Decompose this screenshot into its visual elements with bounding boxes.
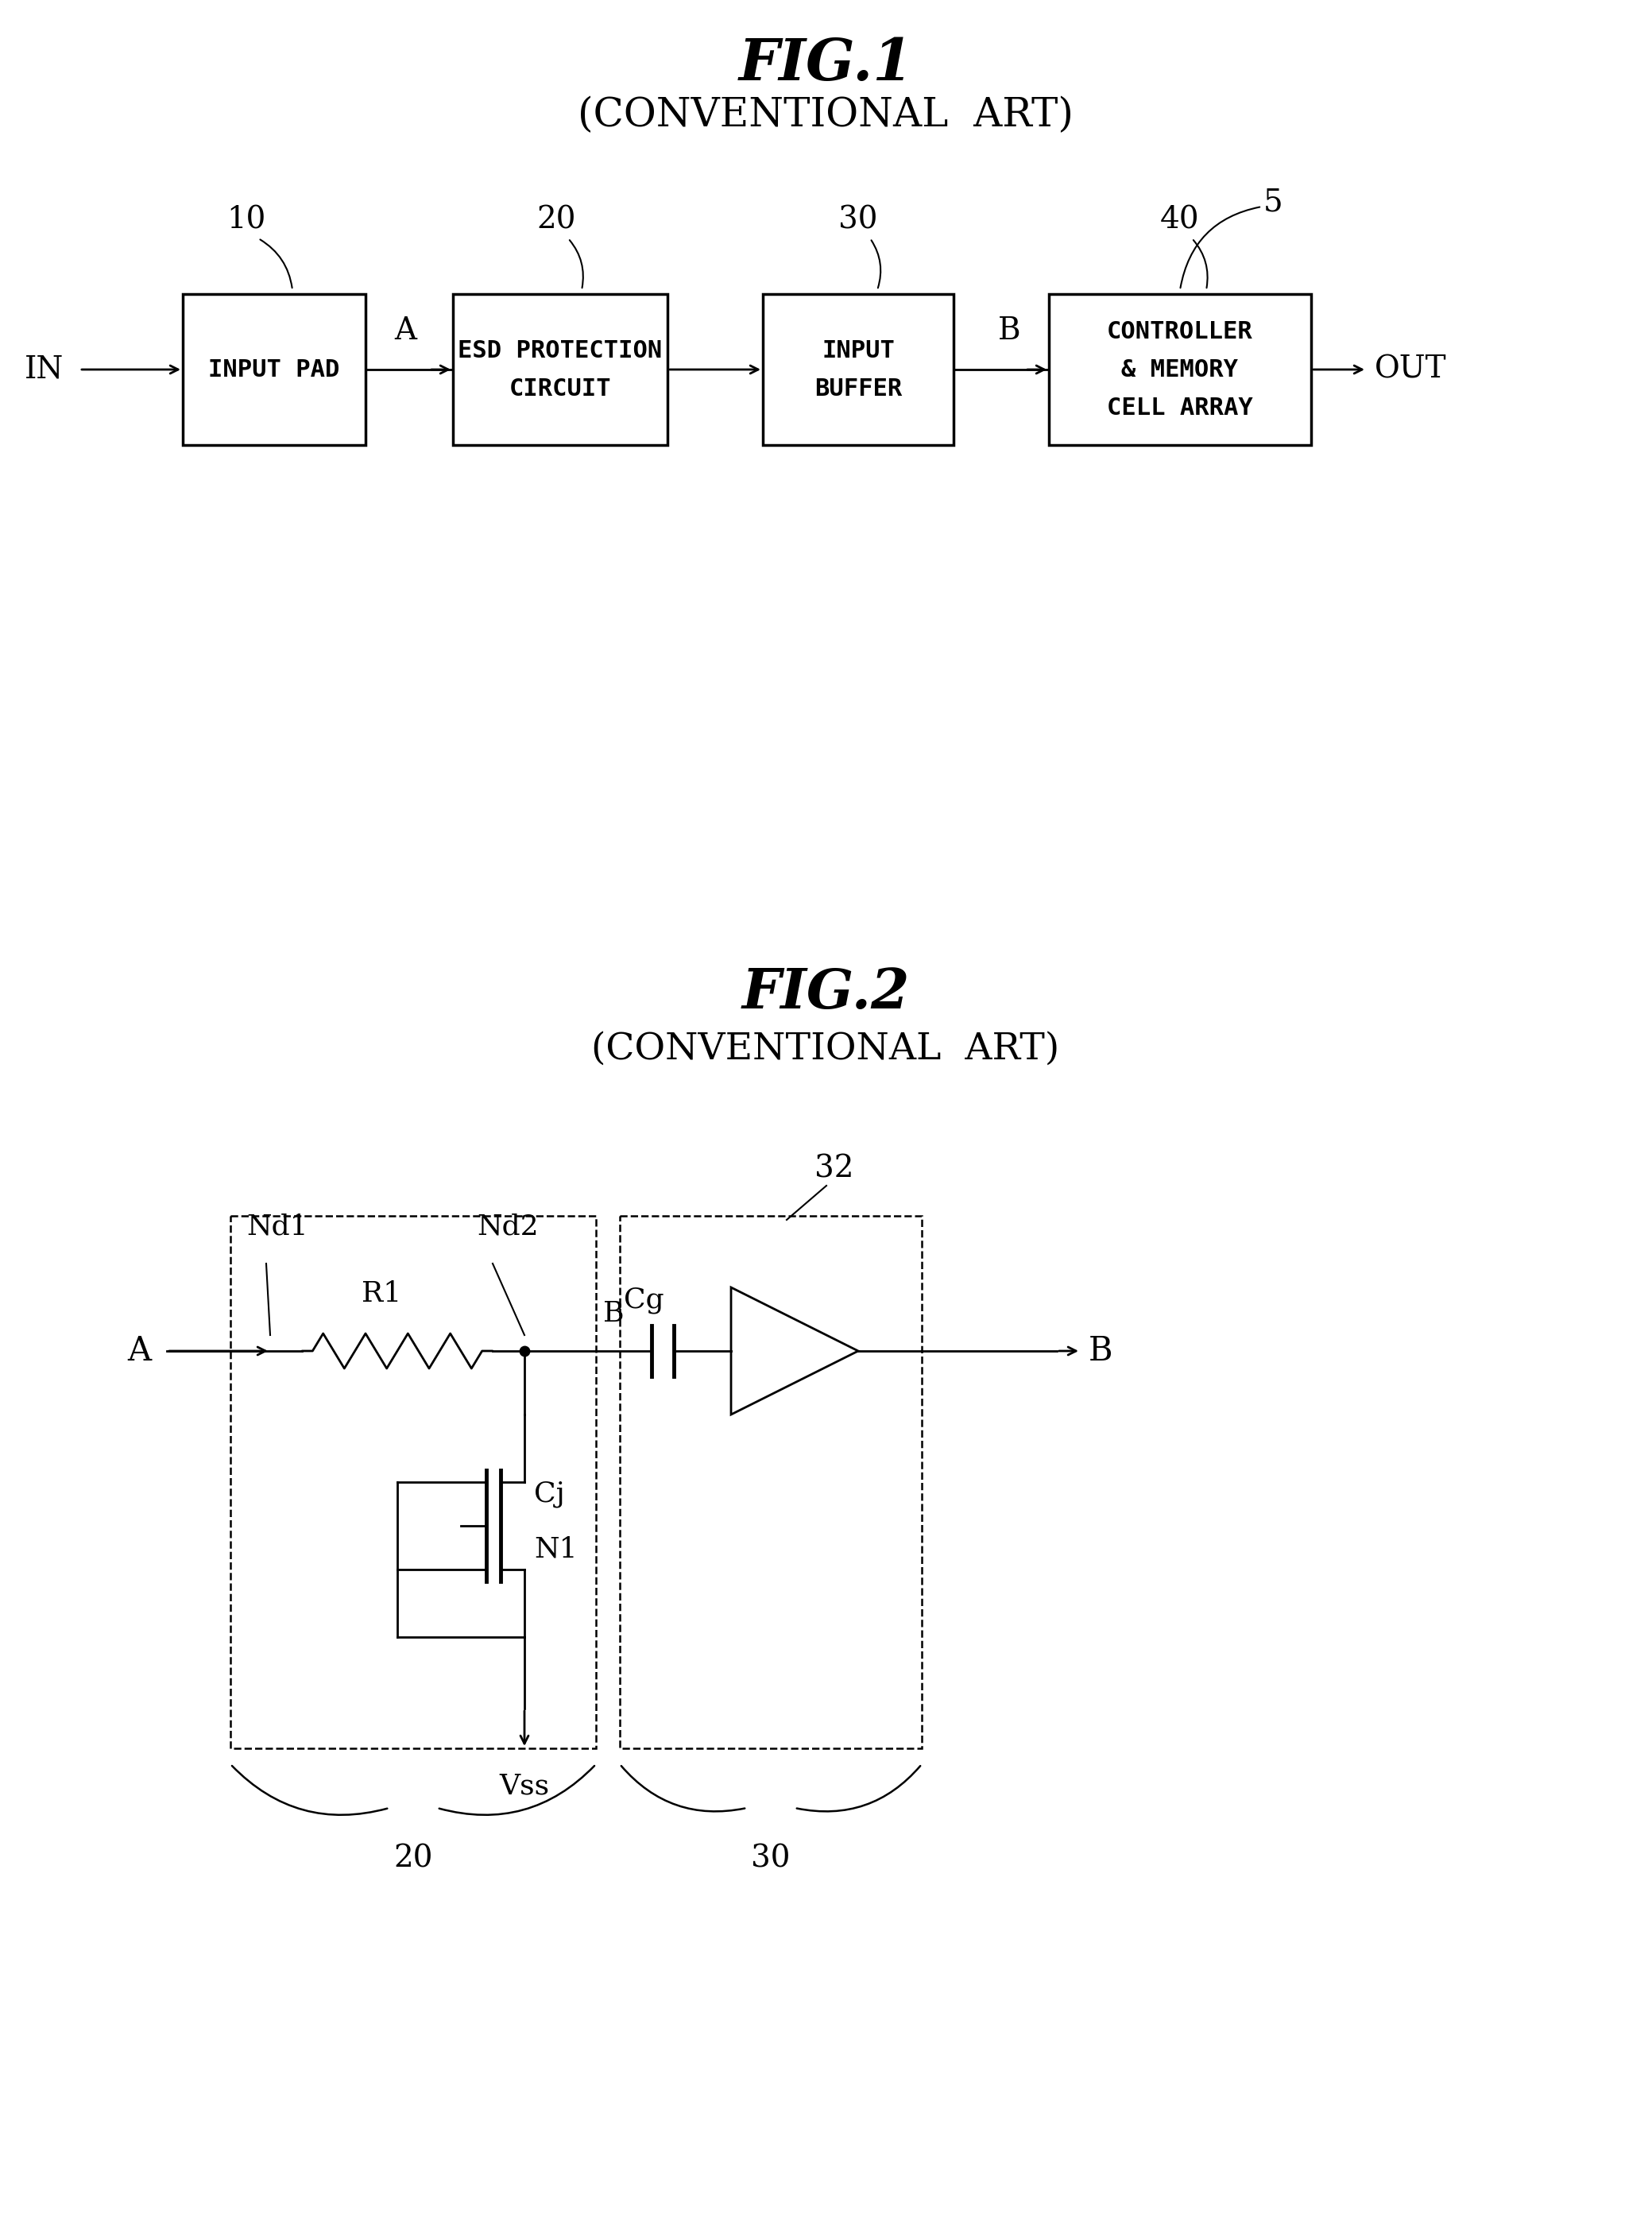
Bar [620,1215,922,1749]
Text: FIG.2: FIG.2 [742,968,910,1021]
Text: (CONVENTIONAL  ART): (CONVENTIONAL ART) [578,95,1074,135]
Bar [453,294,667,445]
Text: Cj: Cj [534,1481,565,1508]
Text: INPUT: INPUT [821,339,895,361]
Text: CIRCUIT: CIRCUIT [509,376,611,401]
Text: Vss: Vss [499,1771,550,1800]
Text: N1: N1 [534,1537,578,1563]
Text: (CONVENTIONAL  ART): (CONVENTIONAL ART) [591,1032,1059,1067]
Text: FIG.1: FIG.1 [738,35,914,91]
Text: Nd1: Nd1 [246,1213,307,1240]
Text: R1: R1 [362,1280,401,1306]
Bar [1049,294,1312,445]
Text: 20: 20 [393,1844,433,1873]
Text: Nd2: Nd2 [477,1213,539,1240]
Text: INPUT PAD: INPUT PAD [208,359,340,381]
Text: 5: 5 [1264,188,1284,217]
Text: Cg: Cg [623,1286,664,1313]
Text: CELL ARRAY: CELL ARRAY [1107,396,1252,418]
Text: CONTROLLER: CONTROLLER [1107,319,1252,343]
Text: & MEMORY: & MEMORY [1122,359,1239,381]
Text: A: A [127,1335,150,1368]
Text: 10: 10 [226,206,266,235]
Text: B: B [1089,1335,1113,1368]
Text: 40: 40 [1160,206,1199,235]
Text: B: B [603,1300,624,1326]
Text: 32: 32 [814,1156,854,1184]
Bar [763,294,953,445]
Text: 20: 20 [537,206,577,235]
Text: B: B [998,317,1021,345]
Text: IN: IN [25,354,63,385]
Text: 30: 30 [752,1844,790,1873]
Text: BUFFER: BUFFER [814,376,902,401]
Bar [183,294,365,445]
Text: OUT: OUT [1374,354,1447,385]
Text: A: A [395,317,416,345]
Text: 30: 30 [839,206,877,235]
Bar [230,1215,596,1749]
Text: ESD PROTECTION: ESD PROTECTION [458,339,662,361]
